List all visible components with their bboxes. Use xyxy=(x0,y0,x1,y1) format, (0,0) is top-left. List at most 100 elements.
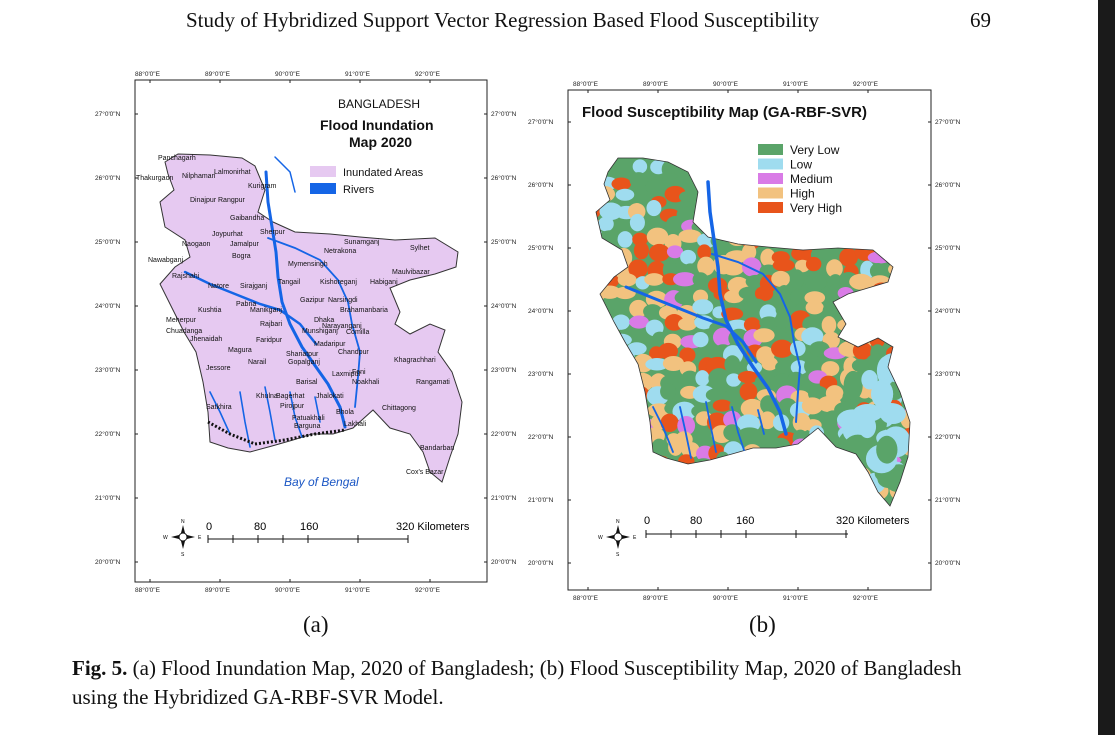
scale-160: 160 xyxy=(300,521,318,533)
legend-label-rivers: Rivers xyxy=(343,184,375,196)
place-label: Barisal xyxy=(296,379,318,386)
lat-tick-left-4: 23°0'0"N xyxy=(528,370,554,378)
lat-tick-right-0: 27°0'0"N xyxy=(491,110,517,118)
map-a-legend: Inundated Areas Rivers xyxy=(310,166,424,196)
place-label: Shariatpur xyxy=(286,351,319,358)
lon-tick-top-3: 91°0'0"E xyxy=(783,80,809,88)
place-label: Meherpur xyxy=(166,317,197,324)
lon-tick-top-1: 89°0'0"E xyxy=(643,80,669,88)
lon-ticks-bottom: 88°0'0"E 89°0'0"E 90°0'0"E 91°0'0"E 92°0'0"E xyxy=(573,587,879,602)
compass-s: S xyxy=(181,552,185,558)
lat-tick-right-3: 24°0'0"N xyxy=(491,302,517,310)
running-header: Study of Hybridized Support Vector Regre… xyxy=(0,8,1098,38)
place-label: Narayanganj xyxy=(322,323,362,330)
lat-tick-left-1: 26°0'0"N xyxy=(95,174,121,182)
place-label: Kurigram xyxy=(248,183,277,190)
scale-80: 80 xyxy=(254,521,266,533)
lon-tick-bottom-4: 92°0'0"E xyxy=(853,594,879,602)
lon-tick-bottom-4: 92°0'0"E xyxy=(415,586,441,594)
susceptibility-map: 88°0'0"E 89°0'0"E 90°0'0"E 91°0'0"E 92°0'0"E… xyxy=(528,80,961,602)
legend-label: Low xyxy=(790,158,812,172)
place-label: Naogaon xyxy=(182,241,211,248)
compass-s-b: S xyxy=(616,552,620,558)
legend-label: Very High xyxy=(790,201,842,215)
lat-tick-left-7: 20°0'0"N xyxy=(95,558,121,566)
lat-tick-right-4: 23°0'0"N xyxy=(491,366,517,374)
place-label: Lalmonirhat xyxy=(214,169,251,176)
place-label: Jhenaidah xyxy=(190,336,222,343)
lon-tick-top-2: 90°0'0"E xyxy=(275,70,301,78)
sea-label: Bay of Bengal xyxy=(284,475,359,489)
page-number: 69 xyxy=(970,8,991,32)
place-label: Madaripur xyxy=(314,341,346,348)
legend-label: Medium xyxy=(790,172,833,186)
place-label: Panchagarh xyxy=(158,155,196,162)
place-label: Laxmipur xyxy=(332,371,361,378)
figure-panel-b: 88°0'0"E 89°0'0"E 90°0'0"E 91°0'0"E 92°0'0"E… xyxy=(528,62,978,602)
place-label: Dhaka xyxy=(314,317,334,324)
place-label: Jhalokati xyxy=(316,393,344,400)
place-label: Lakhali xyxy=(344,421,367,428)
lat-tick-right-1: 26°0'0"N xyxy=(935,181,961,189)
lon-tick-bottom-0: 88°0'0"E xyxy=(573,594,599,602)
place-label: Thakurgaon xyxy=(136,175,173,182)
scale-bar-ticks xyxy=(207,535,409,543)
place-label: Mymensingh xyxy=(288,261,328,268)
compass-rose: N S W E xyxy=(163,519,202,558)
lat-tick-right-6: 21°0'0"N xyxy=(491,494,517,502)
lat-tick-left-7: 20°0'0"N xyxy=(528,559,554,567)
caption-text: (a) Flood Inundation Map, 2020 of Bangla… xyxy=(72,656,962,709)
lat-tick-right-2: 25°0'0"N xyxy=(491,238,517,246)
place-label: Natore xyxy=(208,283,229,290)
place-label: Rangpur xyxy=(218,197,246,204)
river-network xyxy=(183,156,361,448)
lat-tick-left-2: 25°0'0"N xyxy=(528,244,554,252)
compass-rose-b: N S W E xyxy=(598,519,637,558)
place-label: Narail xyxy=(248,359,267,366)
lat-tick-right-1: 26°0'0"N xyxy=(491,174,517,182)
figure-caption: Fig. 5. (a) Flood Inundation Map, 2020 o… xyxy=(72,654,1012,712)
place-label: Kushtia xyxy=(198,307,221,314)
lon-tick-bottom-3: 91°0'0"E xyxy=(345,586,371,594)
lat-tick-left-6: 21°0'0"N xyxy=(528,496,554,504)
place-label: Joypurhat xyxy=(212,231,243,238)
lat-tick-left-2: 25°0'0"N xyxy=(95,238,121,246)
place-label: Gazipur xyxy=(300,297,325,304)
place-label: Rangamati xyxy=(416,379,450,386)
scale-b-80: 80 xyxy=(690,515,702,527)
map-a-title-line1: Flood Inundation xyxy=(320,117,434,133)
lat-tick-right-2: 25°0'0"N xyxy=(935,244,961,252)
lat-tick-right-5: 22°0'0"N xyxy=(935,433,961,441)
subfigure-label-b: (b) xyxy=(749,612,776,637)
place-label: Magura xyxy=(228,347,252,354)
lat-tick-left-0: 27°0'0"N xyxy=(528,118,554,126)
scale-bar-b: 0 80 160 320 Kilometers xyxy=(644,515,910,538)
place-labels: Panchagarh Thakurgaon NilphamariLalmonirha… xyxy=(136,155,454,476)
bangladesh-outline xyxy=(159,153,463,483)
place-label: Khulna xyxy=(256,393,278,400)
legend-swatch xyxy=(758,158,783,170)
place-label: Sherpur xyxy=(260,229,286,236)
lon-tick-top-2: 90°0'0"E xyxy=(713,80,739,88)
figure-panel-a: 88°0'0"E 89°0'0"E 90°0'0"E 91°0'0"E 92°0'0"E… xyxy=(90,62,535,602)
place-label: Maulvibazar xyxy=(392,269,430,276)
lon-tick-top-3: 91°0'0"E xyxy=(345,70,371,78)
compass-e: E xyxy=(198,535,202,541)
place-label: Gopalganj xyxy=(288,359,320,366)
place-label: Bogra xyxy=(232,253,251,260)
viewer-scrollbar-edge[interactable] xyxy=(1098,0,1115,735)
place-label: Bhola xyxy=(336,409,354,416)
place-label: Brahamanbaria xyxy=(340,307,388,314)
place-label: Gaibandha xyxy=(230,215,264,222)
place-label: Comilla xyxy=(346,329,369,336)
scale-0: 0 xyxy=(206,521,212,533)
legend-label: Very Low xyxy=(790,143,840,157)
place-label: Kishoreganj xyxy=(320,279,357,286)
lat-tick-left-1: 26°0'0"N xyxy=(528,181,554,189)
legend-swatch-inundated xyxy=(310,166,336,177)
place-label: Faridpur xyxy=(256,337,283,344)
lon-ticks-top: 88°0'0"E 89°0'0"E 90°0'0"E 91°0'0"E 92°0'0"E xyxy=(573,80,879,93)
place-label: Jessore xyxy=(206,365,231,372)
lon-ticks-top: 88°0'0"E 89°0'0"E 90°0'0"E 91°0'0"E 92°0'0"E xyxy=(135,70,441,83)
